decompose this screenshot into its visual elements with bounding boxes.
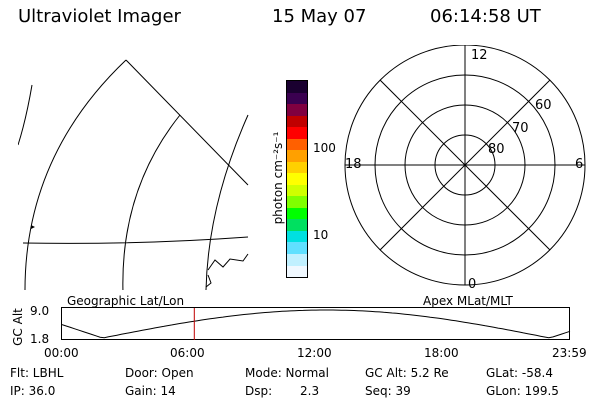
- observation-time: 06:14:58 UT: [430, 6, 541, 27]
- longitude-line: [22, 236, 249, 244]
- mlat-label-80: 80: [488, 142, 505, 157]
- altitude-plot-frame: [61, 307, 570, 340]
- filter-status: Flt: LBHL: [10, 366, 64, 380]
- colorbar-segment: [287, 81, 307, 93]
- geographic-label: Geographic Lat/Lon: [67, 294, 185, 308]
- colorbar-segment: [287, 161, 307, 174]
- ip-status: IP: 36.0: [10, 384, 56, 398]
- door-status: Door: Open: [125, 366, 194, 380]
- dsp-value: 2.3: [300, 384, 320, 398]
- observation-date: 15 May 07: [272, 6, 367, 27]
- colorbar-segment: [287, 184, 307, 197]
- geographic-latitude: GLat: -58.4: [486, 366, 553, 380]
- colorbar-segment: [287, 196, 307, 208]
- colorbar-tick-100: 100: [313, 141, 336, 155]
- mlat-label-60: 60: [535, 98, 552, 113]
- mlt-label-6: 6: [575, 157, 583, 172]
- colorbar-segment: [287, 150, 307, 162]
- time-tick-0000: 00:00: [44, 346, 79, 360]
- colorbar-segment: [287, 127, 307, 139]
- colorbar-segment: [287, 104, 307, 116]
- polar-grid: 12 18 6 0 60 70 80: [344, 45, 586, 292]
- coastline: [207, 253, 249, 271]
- latitude-arc: [205, 114, 249, 290]
- coastline: [205, 274, 212, 288]
- time-tick-2359: 23:59: [552, 346, 587, 360]
- latitude-arc: [18, 84, 33, 146]
- apex-label: Apex MLat/MLT: [423, 294, 513, 308]
- mlat-label-70: 70: [512, 121, 529, 136]
- colorbar-segment: [287, 265, 307, 278]
- dsp-label: Dsp:: [245, 384, 273, 398]
- colorbar-segment: [287, 242, 307, 254]
- island-marker: [31, 225, 35, 229]
- mlt-label-18: 18: [345, 157, 362, 172]
- longitude-line: [125, 59, 249, 186]
- colorbar-tick-10: 10: [313, 228, 329, 242]
- colorbar-segment: [287, 230, 307, 243]
- colorbar-segment: [287, 115, 307, 128]
- intensity-colorbar: [286, 80, 308, 278]
- mlt-label-0: 0: [468, 277, 476, 292]
- altitude-max-label: 9.0: [30, 304, 50, 318]
- geographic-longitude: GLon: 199.5: [486, 384, 559, 398]
- altitude-plot: [61, 307, 571, 340]
- altitude-curve: [61, 309, 571, 339]
- mlt-diagonal: [379, 79, 551, 251]
- latitude-arc: [122, 114, 181, 290]
- altitude-min-label: 1.8: [30, 332, 50, 346]
- colorbar-segment: [287, 138, 307, 151]
- sequence-status: Seq: 39: [365, 384, 411, 398]
- colorbar-segment: [287, 253, 307, 266]
- mlt-label-12: 12: [471, 48, 488, 63]
- colorbar-unit-label: photon cm⁻²s⁻¹: [271, 131, 285, 225]
- time-tick-1200: 12:00: [297, 346, 332, 360]
- time-tick-1800: 18:00: [424, 346, 459, 360]
- gain-status: Gain: 14: [125, 384, 176, 398]
- gc-altitude-status: GC Alt: 5.2 Re: [365, 366, 449, 380]
- latitude-arc: [24, 59, 127, 290]
- time-tick-0600: 06:00: [170, 346, 205, 360]
- colorbar-segment: [287, 173, 307, 185]
- mode-status: Mode: Normal: [245, 366, 329, 380]
- geographic-map: [18, 59, 249, 290]
- colorbar-segment: [287, 207, 307, 220]
- altitude-axis-label: GC Alt: [11, 308, 25, 346]
- instrument-title: Ultraviolet Imager: [18, 6, 181, 27]
- colorbar-segment: [287, 219, 307, 231]
- colorbar-segment: [287, 92, 307, 105]
